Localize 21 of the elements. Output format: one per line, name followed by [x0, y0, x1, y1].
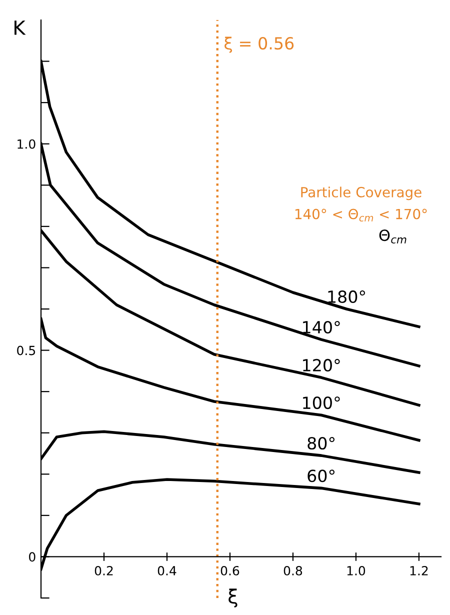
y-tick-label: 0 [29, 552, 36, 562]
annotation: Θ$_{cm}$ [379, 230, 406, 244]
series-label: 180° [328, 290, 365, 303]
ref-line-label: ξ = 0.56 [224, 36, 294, 53]
x-tick-label: 0.2 [94, 566, 113, 576]
x-tick-label: 0.4 [158, 566, 176, 576]
x-tick-label: 0.8 [284, 566, 302, 576]
series-label: 140° [303, 320, 340, 334]
series-label: 60° [308, 470, 334, 482]
annotation: 140° < Θ$_{cm}$ < 170° [295, 208, 427, 222]
series-label: 120° [303, 358, 340, 372]
series-label: 100° [303, 396, 340, 410]
y-axis-title: K [14, 20, 26, 35]
y-tick-label: 1.0 [18, 139, 36, 149]
series-label: 80° [308, 436, 334, 450]
x-tick-label: 1.0 [347, 566, 366, 576]
x-tick-label: 1.2 [410, 566, 428, 576]
annotation: Particle Coverage [301, 186, 422, 200]
x-axis-title: ξ [228, 588, 238, 608]
y-tick-label: 0.5 [17, 346, 36, 356]
x-tick-label: 0.6 [220, 566, 240, 576]
